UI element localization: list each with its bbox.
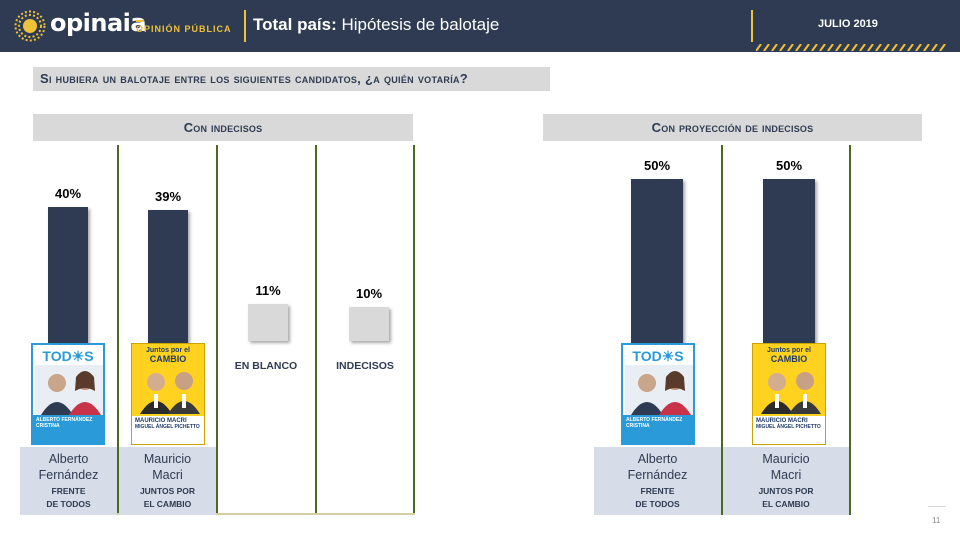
poster-frente-de-todos-projected: TOD☀S ALBERTO FERNÁNDEZ CRISTINA xyxy=(621,343,695,445)
poster-brand-line: CAMBIO xyxy=(149,354,187,364)
logo-text: opinaia xyxy=(50,9,147,37)
column-divider xyxy=(721,145,723,515)
poster-brand-line: Juntos por el xyxy=(767,347,811,354)
poster-brand-line: Juntos por el xyxy=(146,347,190,354)
poster-name: ALBERTO FERNÁNDEZ xyxy=(626,417,683,423)
poster-name: MAURICIO MACRI xyxy=(135,418,187,424)
candidates-photo-icon xyxy=(755,364,825,414)
category-label-indecisos: INDECISOS xyxy=(336,360,394,372)
candidate-name-line: Alberto xyxy=(48,452,89,466)
column-divider xyxy=(849,145,851,515)
column-divider xyxy=(117,145,119,515)
panel-title-text: Con proyección de indecisos xyxy=(651,120,814,135)
data-label-fernandez-projected: 50% xyxy=(643,158,671,173)
candidate-name: Mauricio Macri xyxy=(119,447,216,483)
header-divider-right xyxy=(751,10,753,42)
data-label-macri-projected: 50% xyxy=(775,158,803,173)
candidate-name-line: Fernández xyxy=(38,468,99,482)
party-line: FRENTE xyxy=(640,486,675,496)
data-label-fernandez: 40% xyxy=(54,186,82,201)
poster-names: ALBERTO FERNÁNDEZ CRISTINA xyxy=(33,415,103,443)
candidate-name: Mauricio Macri xyxy=(723,447,849,483)
bar-fernandez-projected xyxy=(631,179,683,343)
party-line: EL CAMBIO xyxy=(143,499,192,509)
poster-brand: Juntos por el CAMBIO xyxy=(753,347,825,364)
category-label-en-blanco: EN BLANCO xyxy=(234,360,298,372)
sun-logo-icon xyxy=(14,10,46,42)
chart-baseline xyxy=(20,513,415,515)
poster-brand: TOD☀S xyxy=(632,348,684,364)
poster-frente-de-todos: TOD☀S ALBERTO FERNÁNDEZ CRISTINA xyxy=(31,343,105,445)
page-title-bold: Total país: xyxy=(253,15,337,34)
survey-question-text: Si hubiera un balotaje entre los siguien… xyxy=(40,71,469,86)
candidate-name-line: Fernández xyxy=(627,468,688,482)
hatch-decoration xyxy=(756,44,946,51)
header-bar: opinaia OPINIÓN PÚBLICA Total país: Hipó… xyxy=(0,0,960,52)
poster-brand-line: CAMBIO xyxy=(770,354,808,364)
candidates-photo-icon xyxy=(134,364,204,414)
candidate-box-macri: Mauricio Macri JUNTOS POR EL CAMBIO xyxy=(119,447,216,515)
logo-accent xyxy=(136,20,144,22)
data-label-macri: 39% xyxy=(154,189,182,205)
footer-rule xyxy=(928,506,946,507)
column-divider xyxy=(315,145,317,515)
candidate-name-line: Alberto xyxy=(637,452,678,466)
data-label-en-blanco: 11% xyxy=(255,282,281,298)
party-line: DE TODOS xyxy=(635,499,680,509)
column-divider xyxy=(216,145,218,515)
bar-indecisos xyxy=(349,307,389,341)
logo-subtitle: OPINIÓN PÚBLICA xyxy=(136,24,232,34)
candidates-photo-icon xyxy=(35,365,103,415)
poster-names: MAURICIO MACRI MIGUEL ÁNGEL PICHETTO xyxy=(132,416,204,444)
candidate-name-line: Mauricio xyxy=(762,452,810,466)
panel-title-con-indecisos: Con indecisos xyxy=(33,114,413,141)
party-line: JUNTOS POR xyxy=(139,486,196,496)
poster-names: ALBERTO FERNÁNDEZ CRISTINA xyxy=(623,415,693,443)
poster-juntos-por-el-cambio-projected: Juntos por el CAMBIO MAURICIO MACRI MIGUEL… xyxy=(752,343,826,445)
poster-name: MIGUEL ÁNGEL PICHETTO xyxy=(135,424,200,430)
page-title: Total país: Hipótesis de balotaje xyxy=(253,15,499,35)
bar-fernandez xyxy=(48,207,88,343)
candidate-name-line: Macri xyxy=(152,468,183,482)
candidate-party: FRENTE DE TODOS xyxy=(20,485,117,511)
party-line: FRENTE xyxy=(51,486,86,496)
poster-name: CRISTINA xyxy=(626,423,650,429)
poster-brand: TOD☀S xyxy=(42,348,94,364)
survey-question: Si hubiera un balotaje entre los siguien… xyxy=(33,67,550,91)
candidate-name: Alberto Fernández xyxy=(594,447,721,483)
column-divider xyxy=(413,145,415,515)
poster-name: ALBERTO FERNÁNDEZ xyxy=(36,417,93,423)
poster-names: MAURICIO MACRI MIGUEL ÁNGEL PICHETTO xyxy=(753,416,825,444)
candidate-party: FRENTE DE TODOS xyxy=(594,485,721,511)
candidate-name-line: Mauricio xyxy=(143,452,192,466)
report-date: JULIO 2019 xyxy=(818,18,878,30)
page-number: 11 xyxy=(932,516,941,525)
poster-brand: Juntos por el CAMBIO xyxy=(132,347,204,364)
bar-macri xyxy=(148,210,188,343)
poster-name: CRISTINA xyxy=(36,423,60,429)
candidate-box-fernandez-projected: Alberto Fernández FRENTE DE TODOS xyxy=(594,447,721,515)
poster-juntos-por-el-cambio: Juntos por el CAMBIO MAURICIO MACRI MIGUEL… xyxy=(131,343,205,445)
party-line: DE TODOS xyxy=(46,499,91,509)
data-label-indecisos: 10% xyxy=(355,286,383,301)
panel-title-text: Con indecisos xyxy=(183,120,263,135)
candidate-name: Alberto Fernández xyxy=(20,447,117,483)
candidate-party: JUNTOS POR EL CAMBIO xyxy=(119,485,216,511)
candidates-photo-icon xyxy=(625,365,693,415)
bar-en-blanco xyxy=(248,303,288,341)
page-title-rest: Hipótesis de balotaje xyxy=(336,15,500,34)
bar-macri-projected xyxy=(763,179,815,343)
party-line: JUNTOS POR xyxy=(758,486,814,496)
candidate-box-fernandez: Alberto Fernández FRENTE DE TODOS xyxy=(20,447,117,515)
poster-name: MIGUEL ÁNGEL PICHETTO xyxy=(756,424,821,430)
party-line: EL CAMBIO xyxy=(762,499,810,509)
header-divider xyxy=(244,10,246,42)
candidate-name-line: Macri xyxy=(770,468,802,482)
candidate-party: JUNTOS POR EL CAMBIO xyxy=(723,485,849,511)
panel-title-proyeccion: Con proyección de indecisos xyxy=(543,114,922,141)
candidate-box-macri-projected: Mauricio Macri JUNTOS POR EL CAMBIO xyxy=(723,447,849,515)
poster-name: MAURICIO MACRI xyxy=(756,418,808,424)
